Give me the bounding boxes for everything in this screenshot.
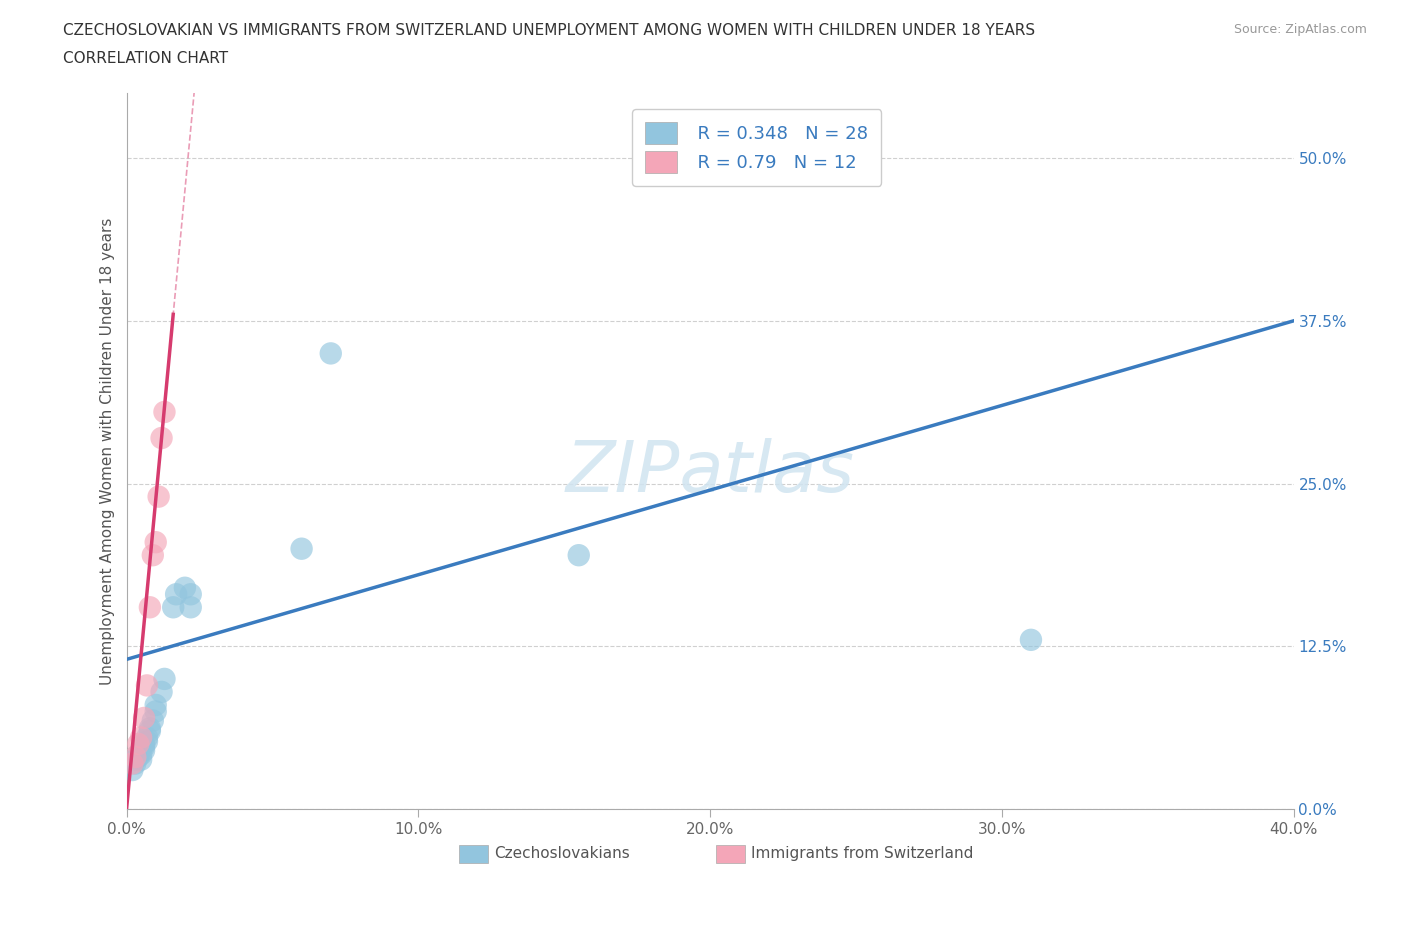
Point [132, 737, 155, 751]
Point [150, 431, 173, 445]
Point [153, 671, 176, 686]
Point [127, 750, 149, 764]
Point [129, 730, 152, 745]
Text: Immigrants from Switzerland: Immigrants from Switzerland [751, 846, 973, 861]
Bar [716, 844, 745, 863]
Point [568, 548, 591, 563]
Point [124, 752, 146, 767]
Text: Czechoslovakians: Czechoslovakians [494, 846, 630, 861]
Point [136, 730, 159, 745]
Point [145, 704, 167, 719]
Point [153, 405, 176, 419]
Point [162, 600, 184, 615]
Point [124, 750, 146, 764]
Text: ZIPatlas: ZIPatlas [565, 438, 855, 507]
Bar [460, 844, 488, 863]
Point [132, 739, 155, 754]
Point [127, 747, 149, 762]
Point [121, 763, 143, 777]
Point [139, 600, 162, 615]
Point [145, 535, 167, 550]
Point [180, 600, 202, 615]
Y-axis label: Unemployment Among Women with Children Under 18 years: Unemployment Among Women with Children U… [100, 218, 115, 684]
Point [139, 724, 162, 738]
Legend:   R = 0.348   N = 28,   R = 0.79   N = 12: R = 0.348 N = 28, R = 0.79 N = 12 [633, 109, 882, 186]
Point [1019, 632, 1042, 647]
Point [124, 756, 146, 771]
Text: CORRELATION CHART: CORRELATION CHART [63, 51, 228, 66]
Point [121, 756, 143, 771]
Text: CZECHOSLOVAKIAN VS IMMIGRANTS FROM SWITZERLAND UNEMPLOYMENT AMONG WOMEN WITH CHI: CZECHOSLOVAKIAN VS IMMIGRANTS FROM SWITZ… [63, 23, 1035, 38]
Point [319, 346, 342, 361]
Point [150, 684, 173, 699]
Point [129, 752, 152, 767]
Point [174, 580, 197, 595]
Point [136, 678, 159, 693]
Point [132, 743, 155, 758]
Point [180, 587, 202, 602]
Point [142, 548, 165, 563]
Point [165, 587, 187, 602]
Point [148, 489, 170, 504]
Point [132, 711, 155, 725]
Point [127, 737, 149, 751]
Point [290, 541, 312, 556]
Point [142, 713, 165, 728]
Point [136, 734, 159, 749]
Text: Source: ZipAtlas.com: Source: ZipAtlas.com [1233, 23, 1367, 36]
Point [129, 747, 152, 762]
Point [139, 721, 162, 736]
Point [145, 698, 167, 712]
